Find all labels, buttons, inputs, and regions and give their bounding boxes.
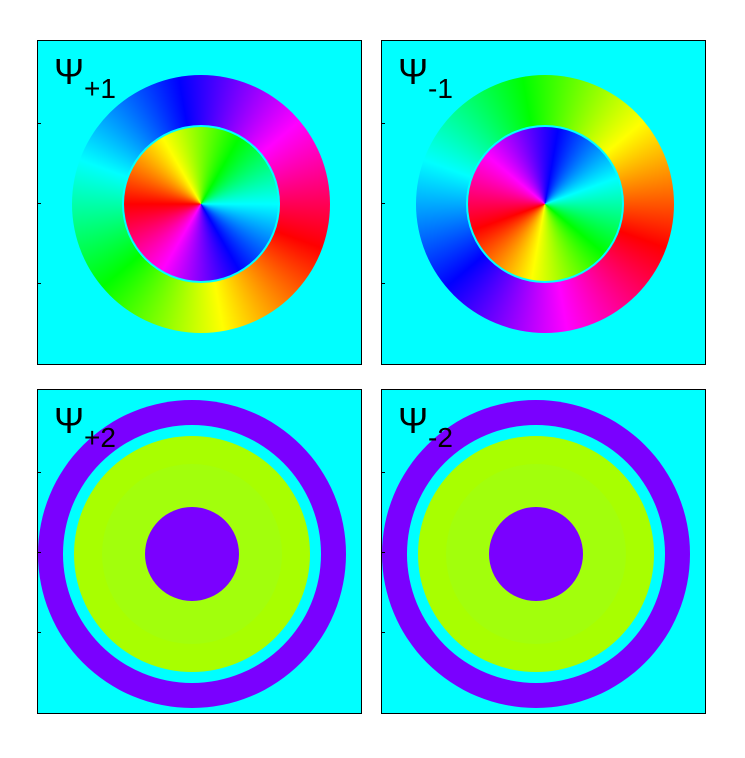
frame-tick: [38, 552, 41, 553]
panel-subscript: +2: [84, 422, 116, 453]
frame-tick: [38, 203, 41, 204]
panel: Ψ +1: [37, 40, 362, 365]
frame-tick: [38, 632, 41, 633]
panel-symbol: Ψ: [398, 400, 429, 441]
frame-tick: [382, 632, 385, 633]
frame-tick: [382, 552, 385, 553]
phase-disk: [145, 507, 239, 601]
panel: Ψ -1: [381, 40, 706, 365]
frame-tick: [38, 472, 41, 473]
panel-symbol: Ψ: [398, 51, 429, 92]
phase-disk: [124, 127, 278, 281]
panel-subscript: -1: [428, 73, 453, 104]
frame-tick: [382, 203, 385, 204]
frame-tick: [382, 472, 385, 473]
panel-subscript: -2: [428, 422, 453, 453]
frame-tick: [382, 283, 385, 284]
frame-tick: [38, 123, 41, 124]
panel-symbol: Ψ: [54, 400, 85, 441]
phase-disk: [489, 507, 583, 601]
panel: Ψ -2: [381, 389, 706, 714]
frame-tick: [382, 123, 385, 124]
panel: Ψ +2: [37, 389, 362, 714]
panel-subscript: +1: [84, 73, 116, 104]
panel-symbol: Ψ: [54, 51, 85, 92]
phase-disk: [468, 127, 622, 281]
frame-tick: [38, 283, 41, 284]
